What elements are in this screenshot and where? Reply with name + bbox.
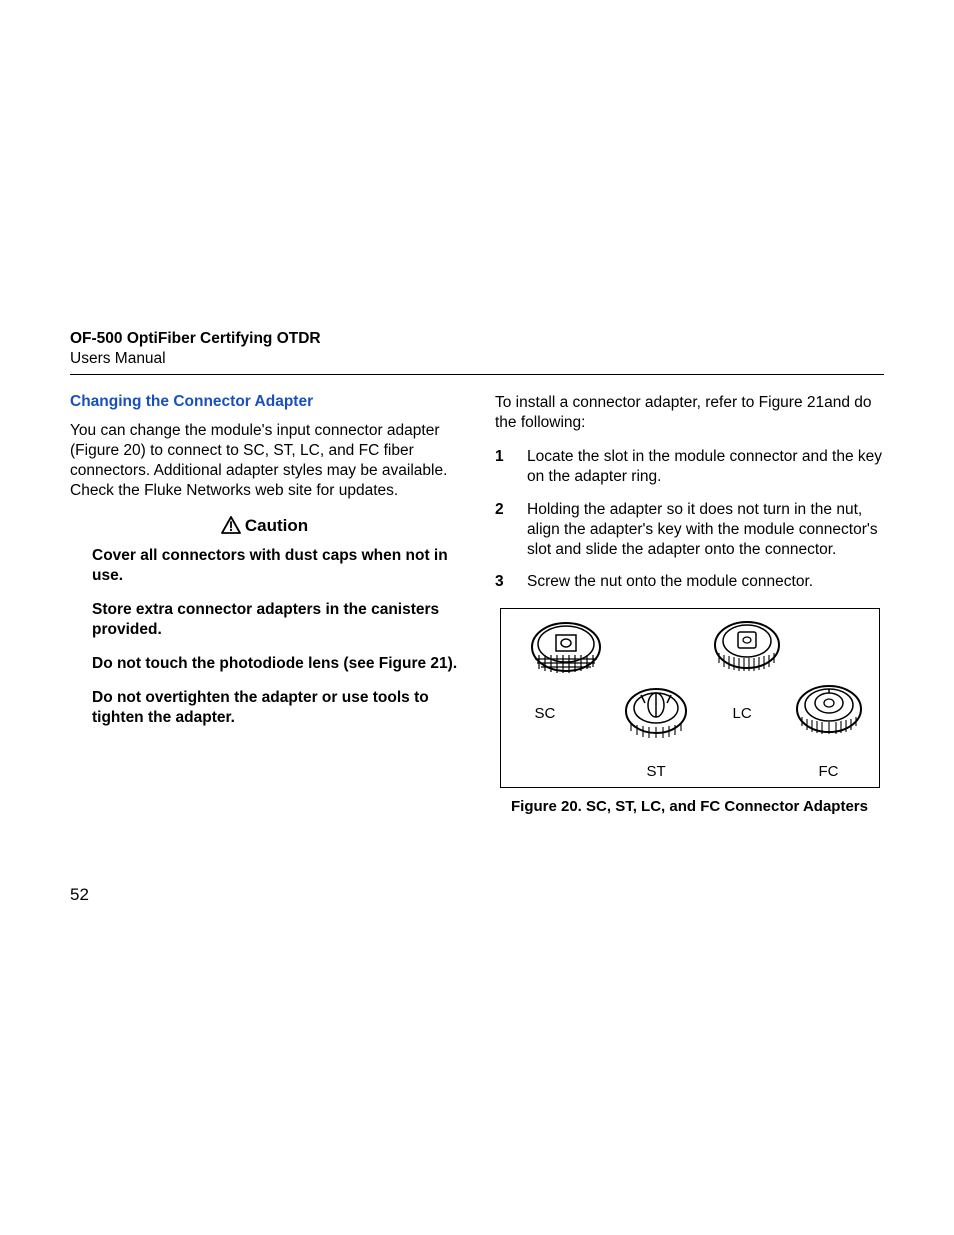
caution-label: Caution	[245, 516, 308, 535]
step-number: 1	[495, 447, 527, 487]
lc-adapter-icon	[711, 617, 783, 685]
st-adapter-icon	[621, 681, 691, 747]
page: OF-500 OptiFiber Certifying OTDR Users M…	[0, 0, 954, 1235]
section-heading: Changing the Connector Adapter	[70, 393, 459, 411]
figure-label-st: ST	[647, 763, 666, 780]
fc-adapter-icon	[793, 679, 865, 745]
caution-item: Cover all connectors with dust caps when…	[92, 546, 459, 586]
doc-subtitle: Users Manual	[70, 350, 884, 368]
intro-paragraph: You can change the module's input connec…	[70, 421, 459, 502]
step-number: 3	[495, 572, 527, 592]
right-column: To install a connector adapter, refer to…	[495, 393, 884, 815]
sc-adapter-icon	[527, 619, 605, 689]
figure-label-sc: SC	[535, 705, 556, 722]
two-column-body: Changing the Connector Adapter You can c…	[70, 393, 884, 815]
step: 3Screw the nut onto the module connector…	[495, 572, 884, 592]
install-steps: 1Locate the slot in the module connector…	[495, 447, 884, 592]
running-header: OF-500 OptiFiber Certifying OTDR Users M…	[70, 330, 884, 368]
caution-item: Do not touch the photodiode lens (see Fi…	[92, 654, 459, 674]
caution-heading: Caution	[70, 516, 459, 536]
step-number: 2	[495, 500, 527, 560]
page-number: 52	[70, 885, 89, 905]
warning-icon	[221, 516, 241, 534]
step-text: Locate the slot in the module connector …	[527, 447, 884, 487]
caution-item: Store extra connector adapters in the ca…	[92, 600, 459, 640]
caution-item: Do not overtighten the adapter or use to…	[92, 688, 459, 728]
left-column: Changing the Connector Adapter You can c…	[70, 393, 459, 815]
header-rule	[70, 374, 884, 375]
figure-20: SC ST LC FC	[500, 608, 880, 788]
install-intro: To install a connector adapter, refer to…	[495, 393, 884, 433]
step: 2Holding the adapter so it does not turn…	[495, 500, 884, 560]
figure-label-fc: FC	[819, 763, 839, 780]
step-text: Screw the nut onto the module connector.	[527, 572, 813, 592]
figure-caption: Figure 20. SC, ST, LC, and FC Connector …	[495, 798, 884, 815]
step: 1Locate the slot in the module connector…	[495, 447, 884, 487]
step-text: Holding the adapter so it does not turn …	[527, 500, 884, 560]
doc-title: OF-500 OptiFiber Certifying OTDR	[70, 330, 884, 348]
figure-label-lc: LC	[733, 705, 752, 722]
